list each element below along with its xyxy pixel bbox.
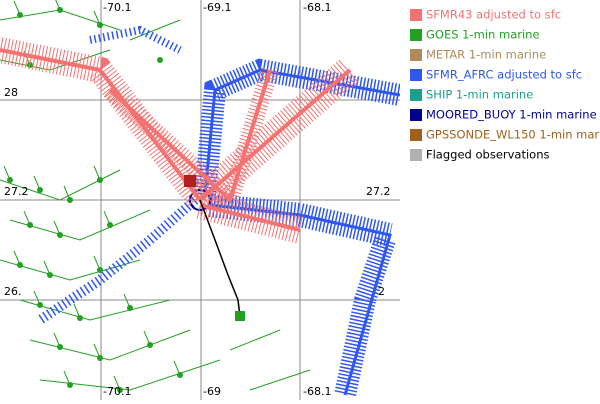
lon-label: -70.1 bbox=[103, 1, 131, 14]
legend-swatch bbox=[410, 49, 422, 61]
lat-label: 27.2 bbox=[4, 185, 29, 198]
lat-label: 2 bbox=[378, 285, 385, 298]
lon-label: -68.1 bbox=[303, 1, 331, 14]
legend-swatch bbox=[410, 29, 422, 41]
drift-line bbox=[199, 199, 241, 317]
legend-label: SHIP 1-min marine bbox=[426, 88, 533, 102]
legend-label: GOES 1-min marine bbox=[426, 28, 540, 42]
legend-swatch bbox=[410, 69, 422, 81]
lat-label: 28 bbox=[4, 86, 18, 99]
legend-background bbox=[400, 0, 600, 170]
lon-label: -69 bbox=[203, 385, 221, 398]
lon-label: -70.1 bbox=[103, 385, 131, 398]
legend-swatch bbox=[410, 109, 422, 121]
legend-label: Flagged observations bbox=[426, 148, 550, 162]
lon-label: -68.1 bbox=[303, 385, 331, 398]
sfmr43-track bbox=[0, 37, 360, 244]
legend-label: GPSSONDE_WL150 1-min marine bbox=[426, 128, 600, 142]
legend-swatch bbox=[410, 129, 422, 141]
map-area bbox=[0, 0, 400, 400]
station-marker bbox=[235, 311, 245, 321]
goes-dots bbox=[7, 7, 183, 393]
lat-label: 27.2 bbox=[366, 185, 391, 198]
coordinate-labels: -70.1 -69.1 -68.1 -70.1 -69 -68.1 28 27.2 26. 27.… bbox=[4, 1, 391, 398]
legend-label: SFMR_AFRC adjusted to sfc bbox=[426, 68, 582, 82]
legend-label: MOORED_BUOY 1-min marine bbox=[426, 108, 597, 122]
legend-swatch bbox=[410, 89, 422, 101]
station-marker bbox=[184, 175, 196, 187]
lat-label: 26. bbox=[4, 285, 22, 298]
legend: SFMR43 adjusted to sfc GOES 1-min marine M… bbox=[400, 0, 600, 170]
legend-swatch bbox=[410, 149, 422, 161]
legend-swatch bbox=[410, 9, 422, 21]
legend-label: SFMR43 adjusted to sfc bbox=[426, 8, 561, 22]
legend-label: METAR 1-min marine bbox=[426, 48, 546, 62]
sfmr-afrc-track bbox=[37, 25, 400, 398]
lon-label: -69.1 bbox=[203, 1, 231, 14]
